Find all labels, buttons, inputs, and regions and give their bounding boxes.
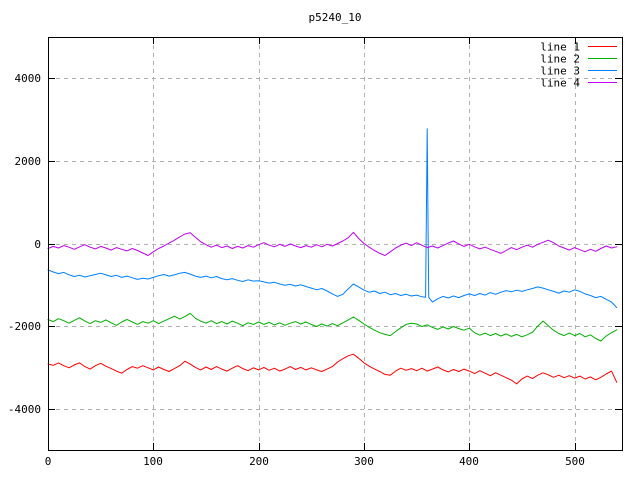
legend-label: line 4 [540, 77, 580, 90]
x-tick-label: 500 [565, 455, 585, 468]
y-tick-label: 2000 [15, 155, 42, 168]
data-series [47, 128, 618, 385]
legend-entry: line 3 [540, 65, 617, 78]
chart-title: p5240_10 [309, 11, 362, 24]
legend-entry: line 2 [540, 53, 617, 66]
x-tick-label: 200 [249, 455, 269, 468]
y-tick-label: 0 [34, 238, 41, 251]
x-tick-label: 300 [354, 455, 374, 468]
legend-label: line 1 [540, 41, 580, 54]
x-tick-label: 100 [143, 455, 163, 468]
plot-frame [48, 37, 623, 451]
legend-entry: line 4 [540, 77, 617, 90]
series-line-1 [47, 353, 618, 385]
series-line-2 [47, 312, 618, 342]
legend-label: line 2 [540, 53, 580, 66]
y-tick-label: -2000 [8, 320, 41, 333]
legend-label: line 3 [540, 65, 580, 78]
axis-tick-labels: 0 100 200 300 400 500 -4000 -2000 0 2000 4000 [8, 72, 585, 468]
x-tick-label: 400 [459, 455, 479, 468]
y-tick-label: -4000 [8, 403, 41, 416]
grid-lines [48, 37, 622, 450]
series-line-3 [47, 128, 618, 308]
legend-entry: line 1 [540, 41, 617, 54]
x-tick-label: 0 [45, 455, 52, 468]
series-line-4 [47, 231, 618, 256]
y-tick-label: 4000 [15, 72, 42, 85]
